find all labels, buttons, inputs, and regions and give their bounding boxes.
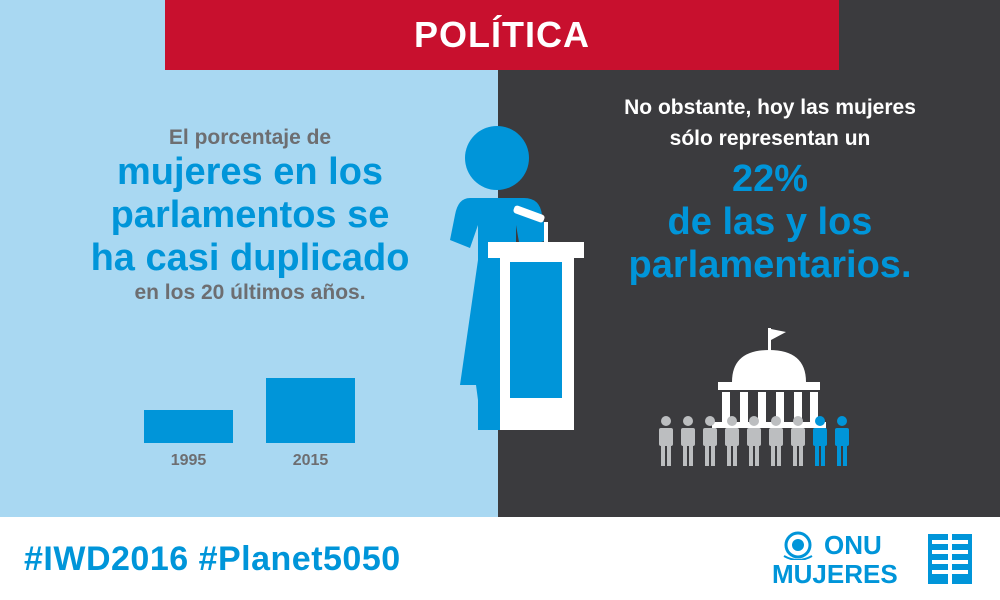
title-banner: POLÍTICA (165, 0, 839, 70)
bar-1995 (144, 410, 233, 443)
footer (0, 517, 1000, 600)
bar-label-1995: 1995 (170, 452, 207, 469)
right-percent: 22% (731, 158, 809, 200)
left-headline-line: parlamentos se (110, 194, 390, 236)
person-other (703, 416, 717, 466)
right-headline-line: parlamentarios. (628, 244, 912, 286)
person-other (769, 416, 783, 466)
un-women-logo[interactable]: ONU MUJERES (772, 528, 982, 590)
hashtags[interactable]: #IWD2016 #Planet5050 (24, 540, 401, 578)
right-headline-line: de las y los (667, 201, 873, 243)
un-women-mark-icon (928, 534, 972, 584)
bar-2015 (266, 378, 355, 443)
bar-label-2015: 2015 (292, 452, 329, 469)
right-intro-line: sólo representan un (669, 127, 871, 150)
person-woman (835, 416, 849, 466)
person-other (747, 416, 761, 466)
parliament-building-icon (659, 328, 849, 466)
left-headline-line: ha casi duplicado (90, 237, 410, 279)
left-statement: El porcentaje de mujeres en los parlamen… (30, 125, 470, 306)
person-other (791, 416, 805, 466)
left-outro: en los 20 últimos años. (134, 281, 366, 304)
page-title: POLÍTICA (414, 14, 590, 55)
right-headline: 22% de las y los parlamentarios. (560, 158, 980, 287)
left-intro: El porcentaje de (168, 126, 332, 149)
right-intro-line: No obstante, hoy las mujeres (624, 96, 916, 119)
right-statement: No obstante, hoy las mujeres sólo repres… (560, 92, 980, 287)
left-headline-line: mujeres en los (116, 151, 384, 193)
people-row (659, 416, 849, 466)
right-intro: No obstante, hoy las mujeres sólo repres… (560, 92, 980, 154)
logo-mujeres: MUJERES (772, 559, 898, 589)
left-panel (0, 0, 498, 517)
un-emblem-icon (783, 531, 813, 560)
woman-at-podium-icon (450, 126, 574, 430)
person-other (659, 416, 673, 466)
left-headline: mujeres en los parlamentos se ha casi du… (30, 151, 470, 280)
person-other (725, 416, 739, 466)
person-other (681, 416, 695, 466)
person-woman (813, 416, 827, 466)
logo-onu: ONU (824, 530, 882, 560)
